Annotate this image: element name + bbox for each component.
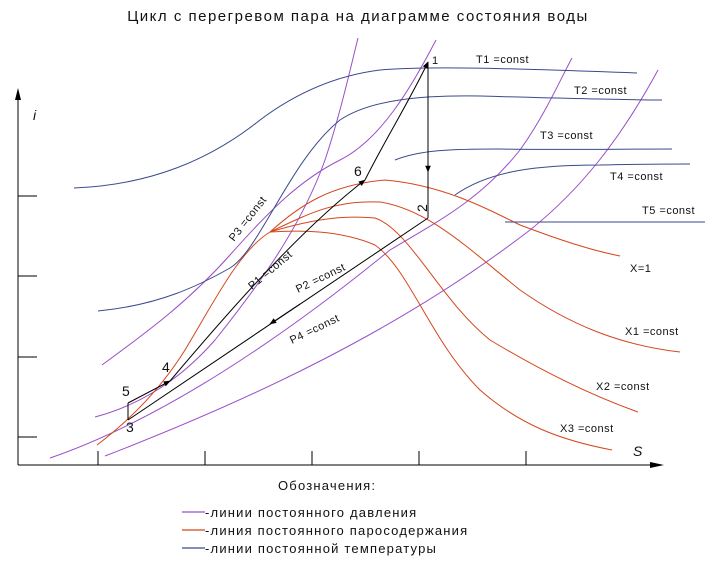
- isobar-p3: [94, 37, 359, 418]
- x-axis-label: S: [633, 443, 643, 459]
- diagram-title: Цикл с перегревом пара на диаграмме сост…: [127, 8, 589, 25]
- dryness-x1: [96, 179, 621, 446]
- label-t4: T4 =const: [610, 171, 663, 183]
- y-axis-arrow: [15, 88, 21, 100]
- isotherm-curves: [73, 67, 705, 312]
- dryness-labels: X=1 X1 =const X2 =const X3 =const: [560, 263, 679, 435]
- legend-item-dryness: -линия постоянного паросодержания: [205, 523, 468, 538]
- isotherm-t2: [97, 95, 663, 312]
- point-label-1: 1: [432, 55, 438, 67]
- isobar-p2: [49, 57, 573, 459]
- dryness-curves: [96, 179, 681, 451]
- label-x1: X1 =const: [625, 326, 679, 338]
- label-x-1: X=1: [630, 263, 651, 275]
- point-labels: 1 2 3 4 5 6: [122, 55, 438, 435]
- label-p4: P4 =const: [288, 312, 342, 346]
- point-label-5: 5: [122, 383, 130, 399]
- point-label-6: 6: [354, 163, 362, 179]
- legend-heading: Обозначения:: [278, 478, 376, 493]
- segment-2-3-arrow: [269, 303, 301, 325]
- dryness-x3-const: [269, 230, 613, 451]
- isotherm-t4: [454, 163, 691, 196]
- x-axis-arrow: [650, 462, 664, 468]
- isotherm-labels: T1 =const T2 =const T3 =const T4 =const …: [476, 54, 695, 217]
- segment-5-4: [127, 380, 171, 404]
- isobar-p4: [104, 69, 659, 457]
- label-x2: X2 =const: [596, 381, 650, 393]
- segment-4-6: [169, 179, 366, 382]
- point-label-2: 2: [414, 204, 430, 212]
- label-t5: T5 =const: [642, 205, 695, 217]
- axes: i S: [15, 88, 664, 468]
- label-x3: X3 =const: [560, 423, 614, 435]
- isotherm-t1: [73, 67, 638, 189]
- point-label-4: 4: [162, 359, 170, 375]
- isotherm-t3: [394, 148, 673, 161]
- legend-item-temperature: -линии постоянной температуры: [205, 541, 437, 556]
- x-ticks: [97, 451, 527, 465]
- legend-item-pressure: -линии постоянного давления: [205, 505, 417, 520]
- label-t3: T3 =const: [540, 130, 593, 142]
- cycle-path: [127, 61, 431, 421]
- legend: Обозначения: -линии постоянного давления…: [182, 478, 468, 556]
- label-t1: T1 =const: [476, 54, 529, 66]
- dryness-x2-const: [269, 216, 639, 413]
- y-ticks: [18, 195, 37, 438]
- isobar-curves: [49, 37, 659, 459]
- point-label-3: 3: [126, 419, 134, 435]
- label-p1: P1 =const: [246, 249, 295, 293]
- isobar-p1-upper: [101, 39, 437, 366]
- label-t2: T2 =const: [574, 85, 627, 97]
- segment-6-1: [364, 61, 429, 181]
- y-axis-label: i: [33, 107, 37, 123]
